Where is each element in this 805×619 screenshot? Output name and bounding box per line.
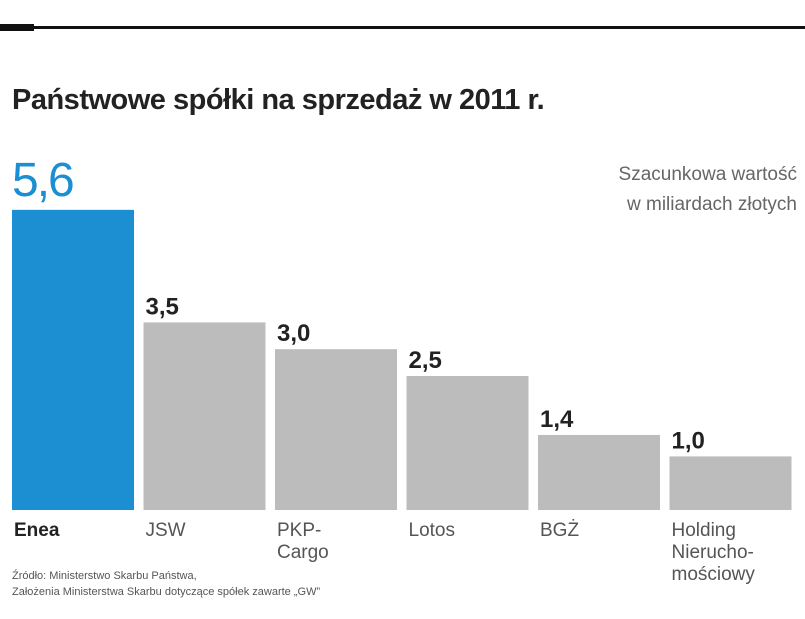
source-note: Źródło: Ministerstwo Skarbu Państwa, Zał… (12, 570, 321, 598)
x-tick-label: Lotos (408, 520, 455, 541)
x-tick-label: JSW (145, 520, 186, 541)
x-tick-label: PKP- Cargo (277, 520, 329, 563)
top-rule (0, 26, 805, 29)
x-tick-label: Holding Nierucho- mościowy (671, 520, 755, 585)
bar (12, 209, 134, 510)
value-label: 1,4 (540, 406, 574, 433)
value-label: 3,5 (146, 293, 179, 320)
value-label: 3,0 (277, 320, 310, 347)
x-tick-label: BGŻ (540, 520, 580, 541)
bar (275, 349, 397, 510)
chart-title: Państwowe spółki na sprzedaż w 2011 r. (12, 84, 545, 116)
value-label: 1,0 (672, 427, 705, 454)
x-tick-label: Enea (14, 520, 60, 541)
bar (143, 322, 266, 510)
top-rule-accent (0, 24, 34, 31)
chart-subtitle: Szacunkowa wartość w miliardach złotych (618, 164, 797, 215)
value-label: 2,5 (409, 347, 442, 374)
bar (669, 456, 792, 510)
value-label: 5,6 (12, 154, 73, 207)
bar (406, 376, 529, 510)
bar (538, 434, 660, 510)
